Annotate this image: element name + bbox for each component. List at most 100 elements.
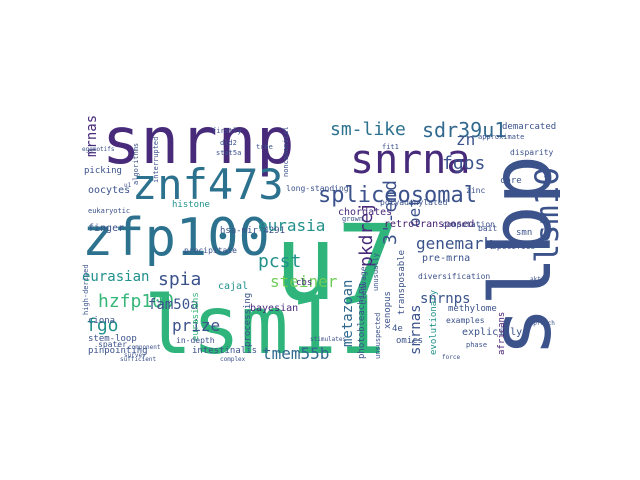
word-oocytes: oocytes bbox=[88, 185, 130, 196]
word-high-derived: high-derived bbox=[82, 264, 90, 315]
word-snrnas: snrnas bbox=[408, 304, 424, 355]
word-metazoan: metazoan bbox=[340, 280, 356, 347]
word-long-standing: long-standing bbox=[286, 184, 349, 193]
word-3end: 3'-end bbox=[380, 180, 401, 245]
word-lsm10: lsm10 bbox=[528, 167, 560, 263]
word-specifies: specifies bbox=[492, 242, 536, 251]
word-zn: zn bbox=[456, 130, 475, 149]
word-fgo: fgo bbox=[86, 315, 119, 336]
word-in-depth: in-depth bbox=[176, 336, 215, 345]
word-unsuspected: unsuspected bbox=[374, 313, 382, 359]
word-spater: spater bbox=[98, 340, 127, 349]
word-noncanonical: noncanonical bbox=[282, 126, 290, 177]
word-mrnas: mrnas bbox=[84, 115, 100, 157]
word-picking: picking bbox=[84, 166, 122, 176]
word-eurasians: eurasians bbox=[191, 292, 201, 341]
word-pinpointing: pinpointing bbox=[88, 346, 148, 356]
word-precipitate: precipitate bbox=[184, 246, 237, 255]
word-evolutionary: evolutionary bbox=[429, 289, 439, 355]
word-pre-mrna: pre-mrna bbox=[422, 253, 470, 264]
word-computation: computation bbox=[442, 220, 495, 229]
word-methylome: methylome bbox=[448, 304, 497, 314]
word-znf473: znf473 bbox=[132, 160, 284, 209]
word-interrupted: interrupted bbox=[152, 137, 160, 183]
word-lsm11: lsm11 bbox=[144, 279, 385, 365]
word-processing: processing bbox=[243, 293, 253, 347]
word-stat5a: stat5a bbox=[216, 149, 241, 157]
word-prize: prize bbox=[172, 316, 220, 335]
word-africans: africans bbox=[497, 312, 507, 355]
word-hzfp100: hzfp100 bbox=[98, 291, 174, 312]
word-disparity: disparity bbox=[510, 148, 554, 157]
word-firstly: firstly bbox=[212, 127, 242, 135]
word-bayesian: bayesian bbox=[250, 303, 298, 314]
word-cloud-canvas: snrnp lsm11 u7 zfp100 snrna znf473 slbp … bbox=[82, 115, 560, 365]
word-finger: finger bbox=[88, 223, 124, 234]
word-xenopus: xenopus bbox=[383, 291, 393, 329]
word-tmem55b: tmem55b bbox=[262, 344, 329, 363]
word-oet: oet bbox=[405, 198, 424, 227]
word-eurasian: eurasian bbox=[82, 269, 149, 285]
word-histone: histone bbox=[172, 200, 210, 210]
word-tree: tree bbox=[256, 143, 273, 151]
word-force: force bbox=[442, 354, 460, 361]
word-approach: approach bbox=[526, 320, 555, 327]
word-examples: examples bbox=[446, 316, 485, 325]
word-phase: phase bbox=[466, 341, 487, 349]
word-explicitly: explicitly bbox=[462, 327, 522, 338]
word-core: core bbox=[500, 176, 522, 186]
word-fit1: fit1 bbox=[382, 143, 399, 151]
word-pcst: pcst bbox=[258, 251, 301, 272]
word-component: component bbox=[128, 344, 161, 351]
word-cajal: cajal bbox=[218, 281, 248, 292]
word-bait: bait bbox=[478, 224, 497, 233]
word-u1: u1 bbox=[124, 182, 132, 189]
word-unusually: unusually bbox=[372, 253, 380, 291]
word-smn: smn bbox=[516, 228, 532, 238]
word-4e: 4e bbox=[392, 324, 403, 334]
word-demarcated: demarcated bbox=[502, 122, 556, 132]
word-approximate: approximate bbox=[478, 133, 524, 141]
word-transposable: transposable bbox=[397, 250, 407, 315]
word-dld2: dld2 bbox=[220, 139, 237, 147]
word-spia: spia bbox=[158, 269, 201, 290]
word-eurasia: eurasia bbox=[258, 216, 325, 235]
word-survey: survey bbox=[124, 352, 146, 359]
word-complex: complex bbox=[220, 356, 246, 363]
word-fam50a: fam50a bbox=[148, 297, 199, 313]
word-retrotransposed: retrotransposed bbox=[384, 219, 474, 230]
word-genemark: genemark bbox=[416, 234, 493, 253]
word-chordates: chordates bbox=[338, 207, 392, 218]
word-akt1: akt1 bbox=[530, 276, 545, 283]
word-diversification: diversification bbox=[418, 272, 490, 281]
word-eukaryotic: eukaryotic bbox=[88, 207, 130, 215]
word-snrnps: snrnps bbox=[420, 291, 471, 307]
word-spliceosomal: spliceosomal bbox=[318, 183, 477, 208]
word-omics: omics bbox=[396, 336, 423, 346]
word-stem-loop: stem-loop bbox=[88, 334, 137, 344]
word-u7: u7 bbox=[274, 202, 399, 324]
word-zinc: zinc bbox=[466, 186, 485, 195]
word-intestinalis: intestinalis bbox=[192, 346, 257, 356]
word-hsa-mir-4291: hsa-mir-4291 bbox=[220, 226, 285, 236]
word-steiner: steiner bbox=[270, 272, 338, 291]
word-sufficient: sufficient bbox=[120, 356, 157, 363]
word-snrnp: snrnp bbox=[102, 115, 295, 179]
word-algorithms: algorithms bbox=[132, 143, 140, 185]
word-eggmotifs: eggmotifs bbox=[82, 146, 115, 153]
word-grown: grown bbox=[342, 215, 363, 223]
word-cloud: snrnp lsm11 u7 zfp100 snrna znf473 slbp … bbox=[80, 115, 560, 365]
word-pkdrej: pkdrej bbox=[356, 202, 377, 267]
word-photobleaching: photobleaching bbox=[357, 283, 367, 359]
word-cleavage: cleavage bbox=[359, 266, 368, 305]
word-fgos: fgos bbox=[442, 153, 485, 174]
word-polyadenylated: polyadenylated bbox=[380, 198, 448, 207]
word-sm-like: sm-like bbox=[330, 119, 406, 140]
word-sdr39u1: sdr39u1 bbox=[422, 118, 506, 142]
word-ciona: ciona bbox=[88, 316, 115, 326]
word-stimulates: stimulates bbox=[310, 336, 347, 343]
word-snrna: snrna bbox=[350, 137, 470, 183]
word-zfp100: zfp100 bbox=[82, 208, 270, 268]
word-slbp: slbp bbox=[472, 155, 560, 357]
word-cbs: cbs bbox=[296, 278, 312, 288]
